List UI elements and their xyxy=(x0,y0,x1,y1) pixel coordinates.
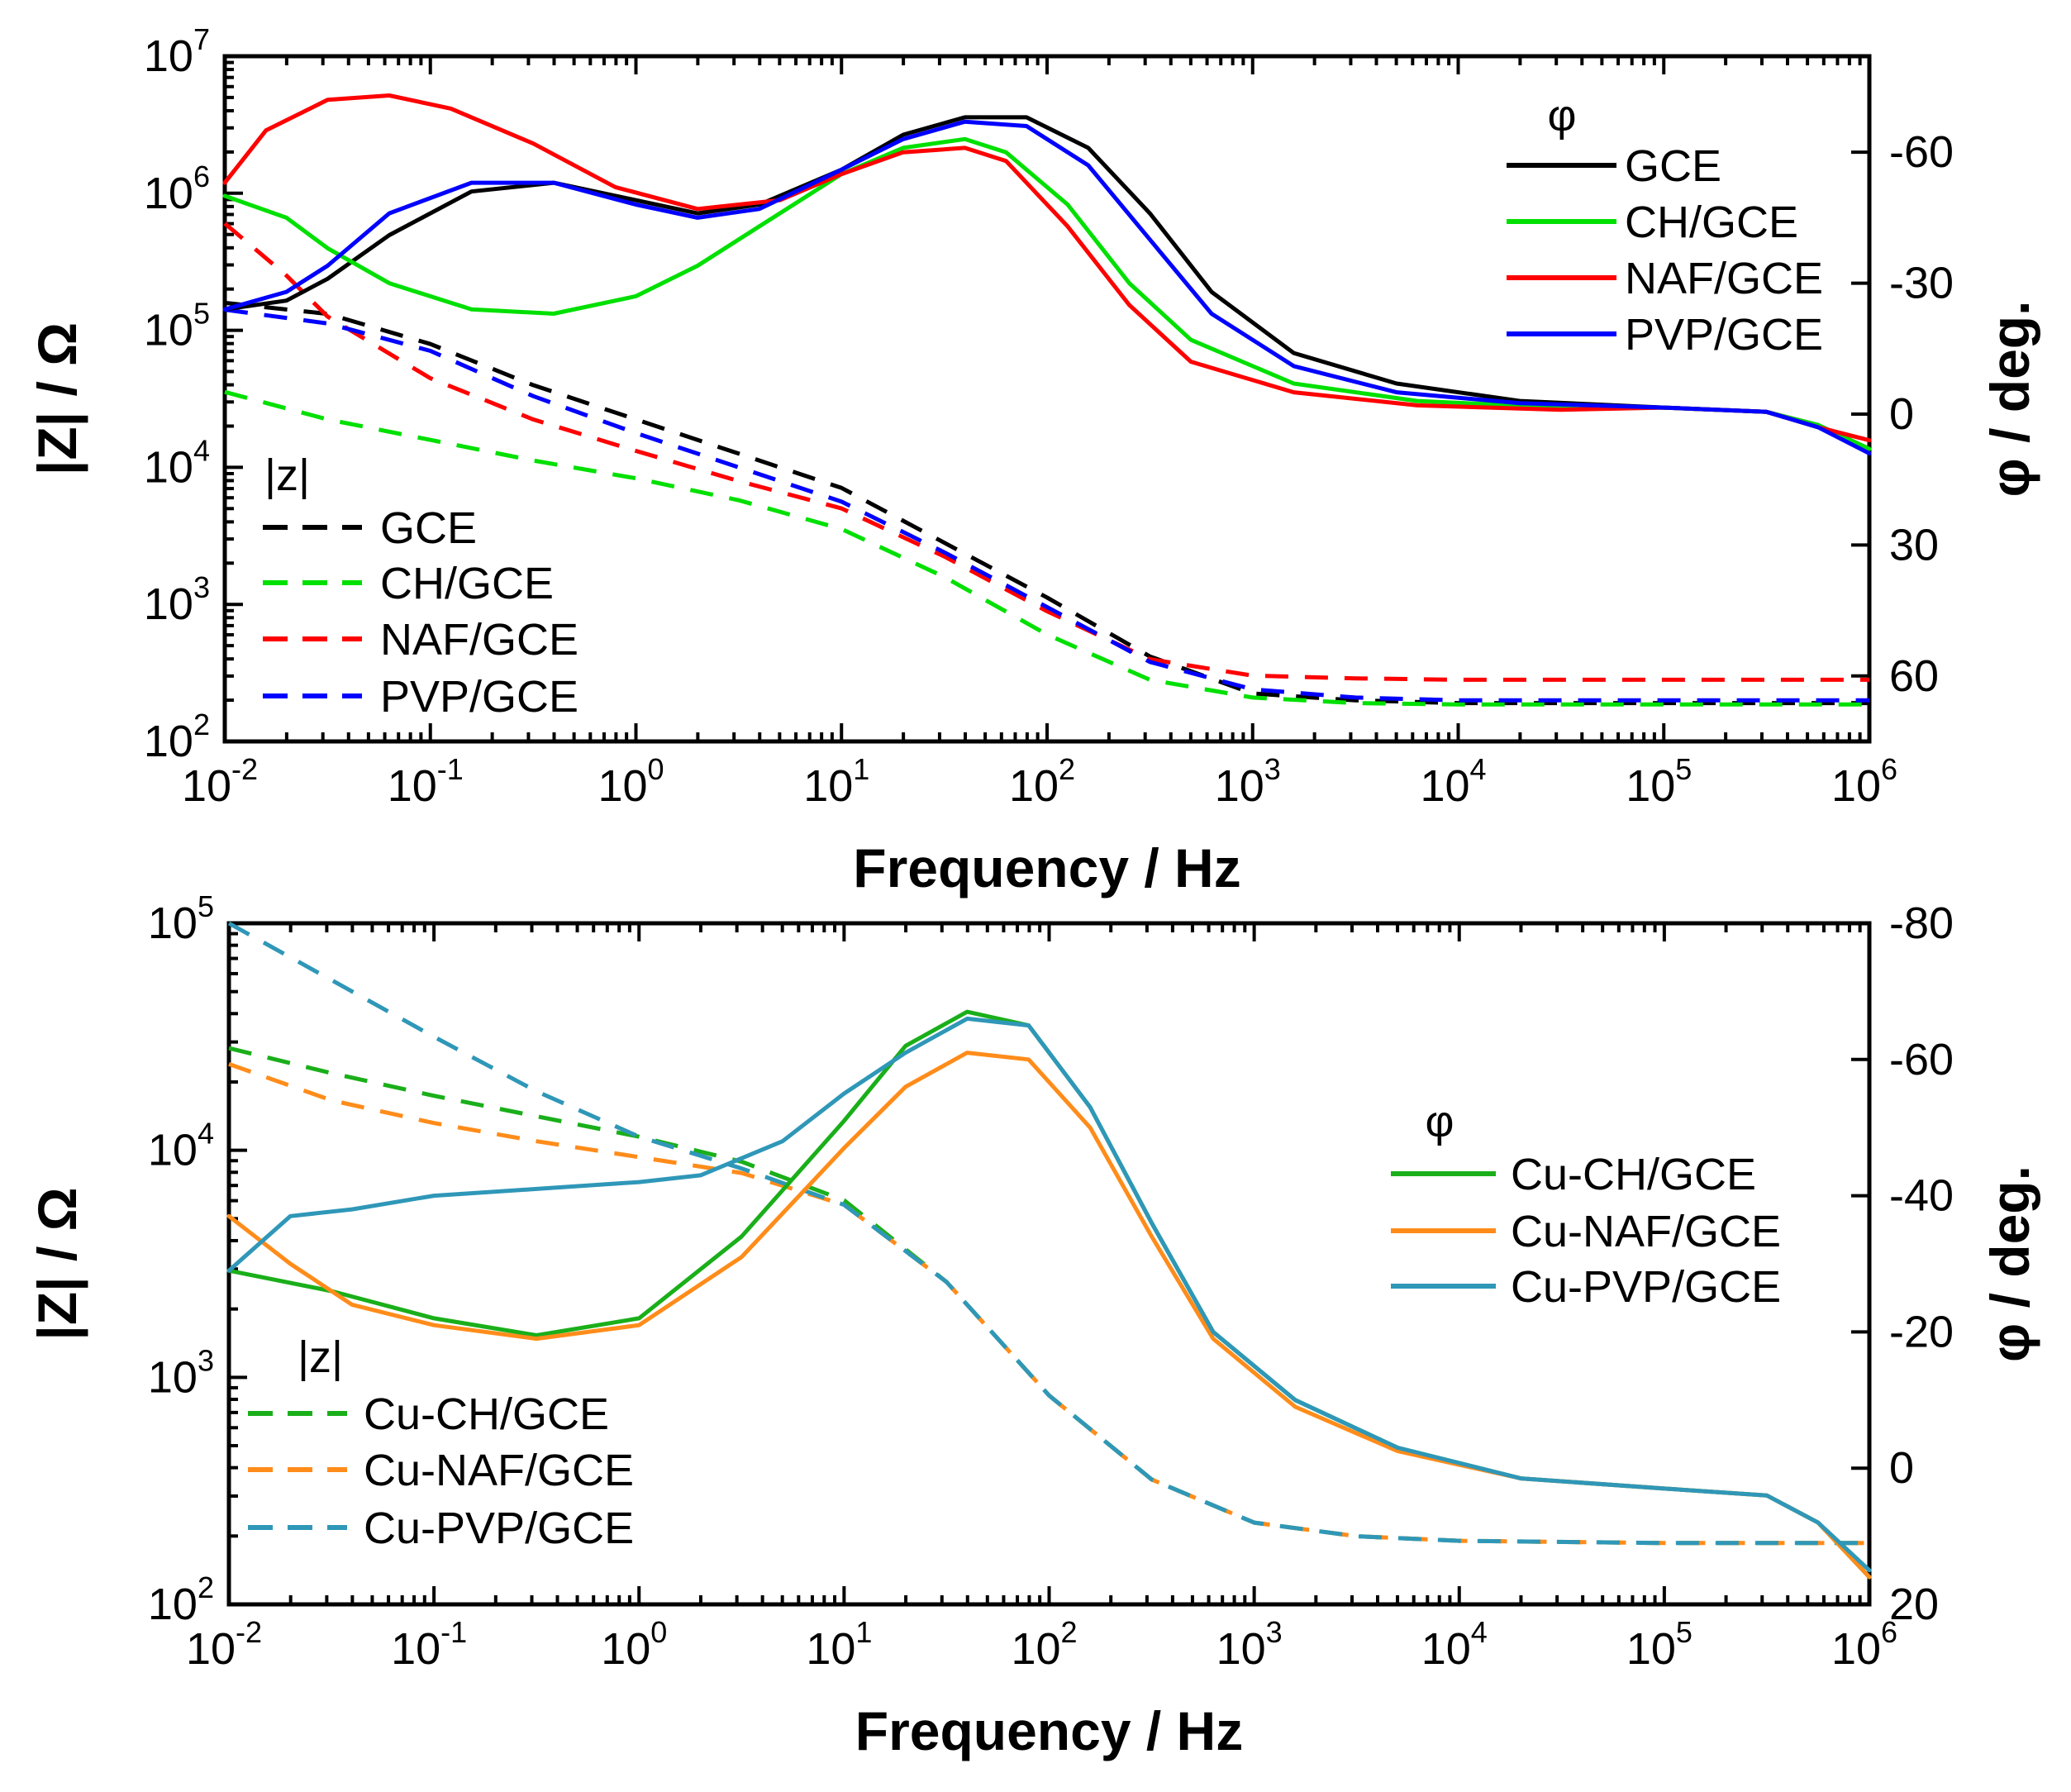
y-right-tick-label: -30 xyxy=(1889,259,1954,308)
modulus-legend-title: |z| xyxy=(264,450,310,500)
phase-line-ch-gce xyxy=(222,136,1872,451)
phase-line-gce xyxy=(222,115,1872,451)
y-right-axis-title: φ / deg. xyxy=(1979,1165,2040,1362)
y-left-tick-label: 107 xyxy=(144,22,210,81)
modulus-legend-label: PVP/GCE xyxy=(380,672,578,722)
y-left-tick-label: 102 xyxy=(144,708,210,766)
phase-legend-title: φ xyxy=(1547,91,1576,141)
y-right-axis-title: φ / deg. xyxy=(1979,301,2040,498)
x-tick-label: 106 xyxy=(1831,752,1897,811)
modulus-legend-label: Cu-PVP/GCE xyxy=(364,1504,634,1553)
phase-legend-title: φ xyxy=(1425,1097,1454,1146)
phase-legend-label: GCE xyxy=(1625,141,1721,191)
phase-line-cu-pvp-gce xyxy=(226,1016,1872,1573)
x-tick-label: 10-1 xyxy=(388,752,464,811)
y-left-axis-title: |Z| / Ω xyxy=(26,322,89,475)
y-left-tick-label: 103 xyxy=(148,1343,214,1402)
x-tick-label: 101 xyxy=(803,752,869,811)
phase-legend-label: CH/GCE xyxy=(1625,198,1798,247)
x-tick-label: 103 xyxy=(1216,1615,1283,1674)
top-chart: 10-2 10-1 100 101 102 103 104 105 106 102 103 104 10… xyxy=(26,22,2040,898)
y-right-tick-label: -80 xyxy=(1889,898,1954,948)
y-left-tick-label: 103 xyxy=(144,570,210,629)
x-tick-label: 105 xyxy=(1626,752,1692,811)
modulus-line-pvp-gce xyxy=(224,307,1869,703)
y-right-tick-label: 0 xyxy=(1889,389,1914,439)
x-tick-label: 101 xyxy=(806,1615,872,1674)
y-right-tick-label: 60 xyxy=(1889,651,1939,701)
y-left-tick-label: 104 xyxy=(148,1117,214,1175)
phase-line-pvp-gce xyxy=(222,119,1872,455)
x-tick-label: 104 xyxy=(1421,1615,1488,1674)
phase-legend-label: Cu-PVP/GCE xyxy=(1511,1262,1781,1312)
x-tick-label: 103 xyxy=(1215,752,1281,811)
y-left-tick-label: 106 xyxy=(144,160,210,218)
y-left-tick-label: 104 xyxy=(144,433,210,492)
x-tick-label: 10-2 xyxy=(186,1615,262,1674)
phase-legend-label: Cu-CH/GCE xyxy=(1511,1150,1756,1199)
x-tick-label: 104 xyxy=(1420,752,1486,811)
y-right-tick-label: -20 xyxy=(1889,1307,1954,1356)
y-right-tick-label: 0 xyxy=(1889,1443,1914,1493)
y-right-tick-label: -60 xyxy=(1889,1035,1954,1084)
y-right-tick-label: 30 xyxy=(1889,520,1939,570)
x-tick-label: 106 xyxy=(1831,1615,1897,1674)
x-axis-title: Frequency / Hz xyxy=(855,1700,1243,1761)
y-left-tick-label: 105 xyxy=(148,889,214,948)
phase-legend-label: Cu-NAF/GCE xyxy=(1511,1207,1781,1256)
modulus-line-naf-gce xyxy=(223,222,1869,682)
modulus-legend-label: NAF/GCE xyxy=(380,615,578,665)
phase-legend-label: NAF/GCE xyxy=(1625,254,1823,303)
modulus-line-ch-gce xyxy=(224,389,1869,707)
x-tick-label: 10-2 xyxy=(182,752,258,811)
bottom-chart: 10-2 10-1 100 101 102 103 104 105 106 102 103 104 10… xyxy=(26,889,2040,1761)
x-tick-label: 100 xyxy=(597,752,664,811)
x-tick-label: 100 xyxy=(601,1615,667,1674)
phase-line-naf-gce xyxy=(222,93,1872,443)
y-left-tick-label: 105 xyxy=(144,297,210,355)
y-left-axis-title: |Z| / Ω xyxy=(26,1187,89,1340)
x-tick-label: 10-1 xyxy=(391,1615,467,1674)
y-left-tick-label: 102 xyxy=(148,1570,214,1629)
modulus-line-cu-pvp-gce xyxy=(227,921,1869,1546)
x-tick-label: 102 xyxy=(1011,1615,1077,1674)
modulus-legend-label: GCE xyxy=(380,503,477,553)
x-tick-label: 102 xyxy=(1009,752,1075,811)
y-right-tick-label: -60 xyxy=(1889,127,1954,177)
y-right-tick-label: -40 xyxy=(1889,1171,1954,1221)
phase-legend-label: PVP/GCE xyxy=(1625,310,1823,360)
y-right-tick-label: 20 xyxy=(1889,1580,1939,1629)
modulus-legend-title: |z| xyxy=(298,1332,343,1382)
modulus-legend-label: Cu-CH/GCE xyxy=(364,1389,609,1439)
modulus-legend-label: Cu-NAF/GCE xyxy=(364,1446,634,1495)
modulus-legend-label: CH/GCE xyxy=(380,559,554,608)
x-axis-title: Frequency / Hz xyxy=(853,837,1240,898)
x-tick-label: 105 xyxy=(1626,1615,1693,1674)
